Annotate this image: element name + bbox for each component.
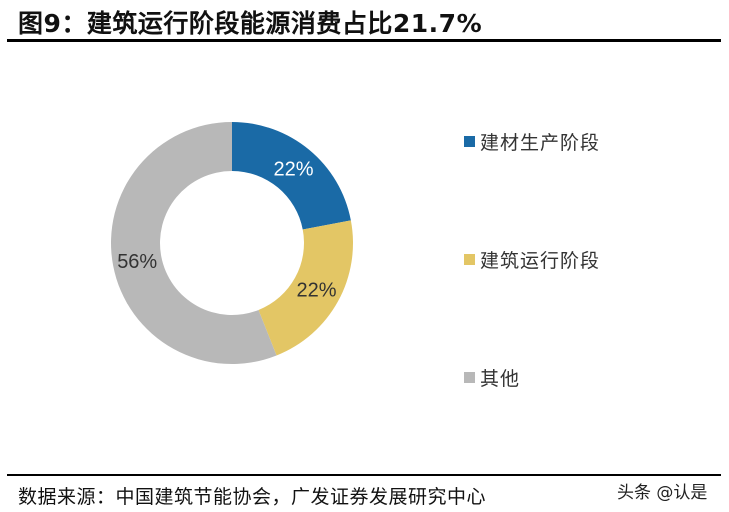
legend-item-other: 其他 xyxy=(464,364,520,391)
legend-swatch xyxy=(464,254,475,265)
top-divider xyxy=(7,39,721,42)
donut-slices xyxy=(111,122,353,364)
donut-slice-0 xyxy=(232,122,351,230)
legend-item-building-operation: 建筑运行阶段 xyxy=(464,246,600,273)
watermark: 头条 @认是 xyxy=(617,483,708,503)
data-source-note: 数据来源：中国建筑节能协会，广发证券发展研究中心 xyxy=(18,486,487,508)
legend-swatch xyxy=(464,372,475,383)
figure-title: 图9：建筑运行阶段能源消费占比21.7% xyxy=(18,9,483,38)
slice-value-label: 22% xyxy=(273,159,313,181)
slice-value-label: 56% xyxy=(117,251,157,273)
legend-swatch xyxy=(464,136,475,147)
slice-labels: 22% 22% 56% xyxy=(117,159,337,302)
legend-label: 建材生产阶段 xyxy=(480,132,601,154)
legend-item-material-production: 建材生产阶段 xyxy=(464,128,600,155)
donut-slice-2 xyxy=(111,122,277,364)
slice-value-label: 22% xyxy=(297,279,337,301)
bottom-divider xyxy=(7,474,721,476)
legend-label: 建筑运行阶段 xyxy=(480,250,601,272)
legend-label: 其他 xyxy=(480,368,521,390)
donut-slice-1 xyxy=(258,220,353,356)
